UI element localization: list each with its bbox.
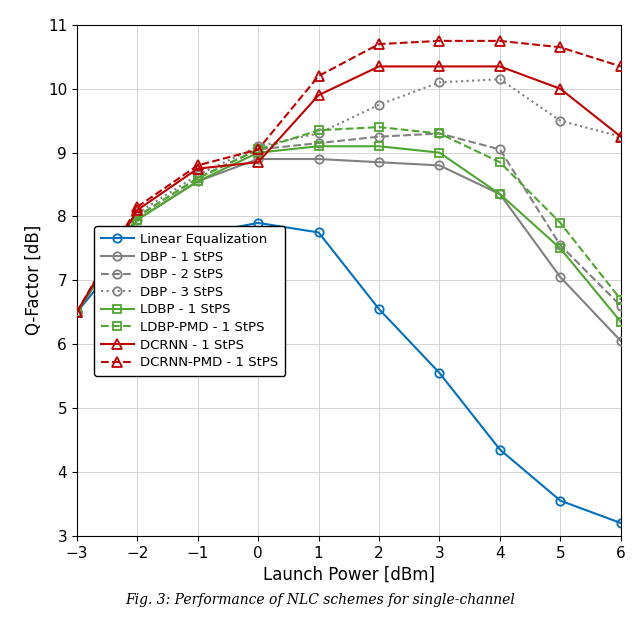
DCRNN-PMD - 1 StPS [496, 37, 504, 45]
LDBP-PMD - 1 StPS [194, 174, 202, 182]
DCRNN-PMD - 1 StPS [254, 146, 262, 153]
DBP - 1 StPS [557, 273, 564, 281]
Linear Equalization [617, 519, 625, 526]
DBP - 2 StPS [436, 130, 444, 137]
LDBP - 1 StPS [194, 178, 202, 185]
Line: Linear Equalization: Linear Equalization [72, 219, 625, 527]
DCRNN-PMD - 1 StPS [557, 44, 564, 51]
DCRNN-PMD - 1 StPS [133, 203, 141, 211]
DBP - 3 StPS [254, 143, 262, 150]
Line: DBP - 3 StPS: DBP - 3 StPS [72, 75, 625, 316]
LDBP-PMD - 1 StPS [436, 130, 444, 137]
LDBP-PMD - 1 StPS [617, 296, 625, 303]
DBP - 1 StPS [73, 308, 81, 316]
Line: DBP - 2 StPS: DBP - 2 StPS [72, 130, 625, 316]
DBP - 3 StPS [375, 101, 383, 108]
DCRNN-PMD - 1 StPS [73, 308, 81, 316]
DCRNN-PMD - 1 StPS [436, 37, 444, 45]
DBP - 2 StPS [73, 308, 81, 316]
DBP - 1 StPS [617, 337, 625, 345]
Linear Equalization [496, 446, 504, 454]
DBP - 2 StPS [617, 302, 625, 310]
Linear Equalization [436, 369, 444, 377]
DBP - 2 StPS [375, 133, 383, 140]
DCRNN-PMD - 1 StPS [375, 40, 383, 48]
Y-axis label: Q-Factor [dB]: Q-Factor [dB] [24, 226, 42, 335]
Legend: Linear Equalization, DBP - 1 StPS, DBP - 2 StPS, DBP - 3 StPS, LDBP - 1 StPS, LD: Linear Equalization, DBP - 1 StPS, DBP -… [94, 226, 285, 376]
Linear Equalization [254, 219, 262, 227]
DCRNN-PMD - 1 StPS [315, 72, 323, 80]
LDBP-PMD - 1 StPS [254, 146, 262, 153]
DBP - 3 StPS [496, 75, 504, 83]
DCRNN-PMD - 1 StPS [617, 63, 625, 70]
LDBP - 1 StPS [73, 308, 81, 316]
Line: LDBP - 1 StPS: LDBP - 1 StPS [72, 142, 625, 326]
DBP - 2 StPS [194, 174, 202, 182]
Line: DCRNN-PMD - 1 StPS: DCRNN-PMD - 1 StPS [72, 36, 626, 317]
DBP - 1 StPS [315, 155, 323, 163]
LDBP - 1 StPS [254, 149, 262, 156]
X-axis label: Launch Power [dBm]: Launch Power [dBm] [263, 566, 435, 584]
LDBP-PMD - 1 StPS [315, 126, 323, 134]
LDBP - 1 StPS [496, 191, 504, 198]
DCRNN - 1 StPS [73, 308, 81, 316]
DBP - 1 StPS [254, 155, 262, 163]
Linear Equalization [133, 235, 141, 242]
DBP - 3 StPS [436, 78, 444, 86]
DCRNN - 1 StPS [496, 63, 504, 70]
DBP - 2 StPS [496, 146, 504, 153]
LDBP - 1 StPS [617, 318, 625, 326]
DCRNN - 1 StPS [133, 206, 141, 214]
Line: LDBP-PMD - 1 StPS: LDBP-PMD - 1 StPS [72, 123, 625, 316]
DBP - 1 StPS [194, 178, 202, 185]
Linear Equalization [375, 305, 383, 313]
DCRNN-PMD - 1 StPS [194, 162, 202, 169]
LDBP-PMD - 1 StPS [557, 219, 564, 227]
DBP - 2 StPS [557, 242, 564, 249]
DBP - 3 StPS [133, 209, 141, 217]
LDBP - 1 StPS [315, 143, 323, 150]
LDBP - 1 StPS [436, 149, 444, 156]
DCRNN - 1 StPS [436, 63, 444, 70]
DBP - 2 StPS [254, 146, 262, 153]
LDBP - 1 StPS [133, 216, 141, 224]
DBP - 3 StPS [73, 308, 81, 316]
Line: DBP - 1 StPS: DBP - 1 StPS [72, 155, 625, 345]
DBP - 3 StPS [557, 117, 564, 125]
LDBP-PMD - 1 StPS [73, 308, 81, 316]
LDBP-PMD - 1 StPS [496, 158, 504, 166]
DBP - 2 StPS [315, 140, 323, 147]
LDBP-PMD - 1 StPS [375, 123, 383, 131]
DBP - 1 StPS [133, 216, 141, 224]
DCRNN - 1 StPS [375, 63, 383, 70]
Linear Equalization [557, 497, 564, 505]
LDBP - 1 StPS [557, 245, 564, 252]
Linear Equalization [315, 229, 323, 236]
DBP - 3 StPS [315, 130, 323, 137]
DCRNN - 1 StPS [557, 85, 564, 93]
DBP - 3 StPS [617, 133, 625, 140]
Text: Fig. 3: Performance of NLC schemes for single-channel: Fig. 3: Performance of NLC schemes for s… [125, 593, 515, 607]
DCRNN - 1 StPS [254, 158, 262, 166]
DCRNN - 1 StPS [617, 133, 625, 140]
LDBP - 1 StPS [375, 143, 383, 150]
Linear Equalization [73, 308, 81, 316]
DBP - 1 StPS [436, 162, 444, 169]
DBP - 2 StPS [133, 213, 141, 221]
DCRNN - 1 StPS [194, 165, 202, 173]
Line: DCRNN - 1 StPS: DCRNN - 1 StPS [72, 62, 626, 317]
DCRNN - 1 StPS [315, 92, 323, 99]
LDBP-PMD - 1 StPS [133, 213, 141, 221]
Linear Equalization [194, 231, 202, 238]
DBP - 1 StPS [375, 158, 383, 166]
DBP - 3 StPS [194, 171, 202, 179]
DBP - 1 StPS [496, 191, 504, 198]
